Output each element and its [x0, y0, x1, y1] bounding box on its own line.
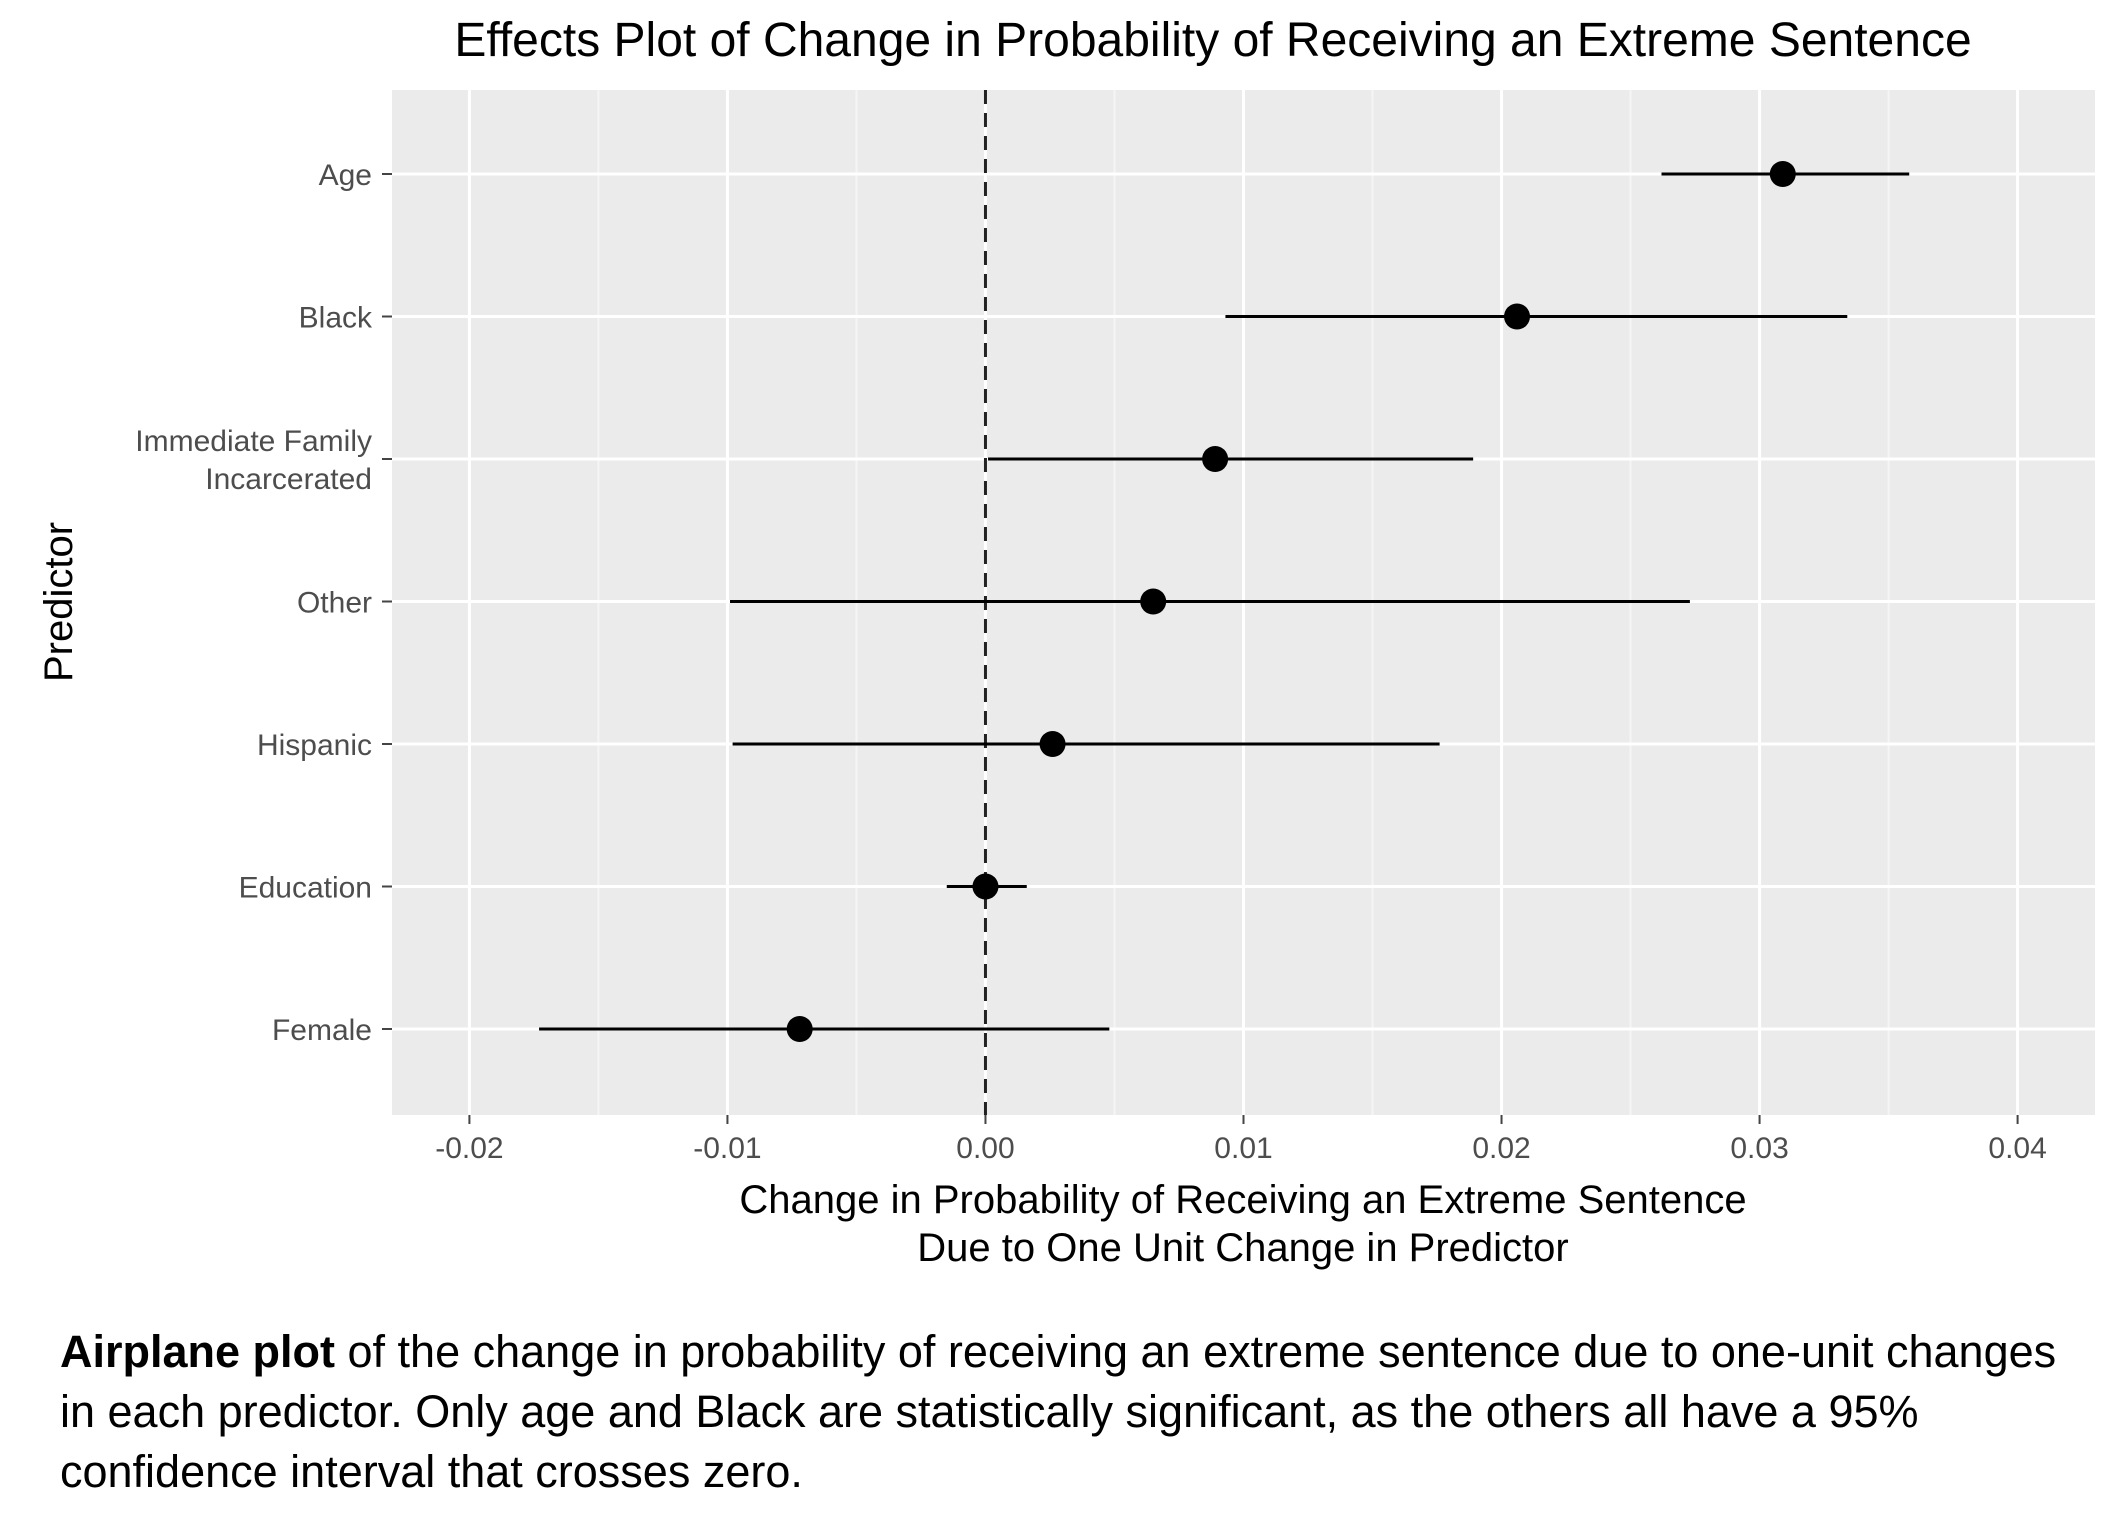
x-axis-title-line-1: Change in Probability of Receiving an Ex… [739, 1178, 1746, 1222]
y-tick-label: Incarcerated [205, 463, 372, 496]
y-tick-label: Female [272, 1014, 372, 1047]
caption-text: of the change in probability of receivin… [60, 1326, 2057, 1497]
y-tick-label: Black [299, 302, 373, 335]
x-tick-label: 0.02 [1472, 1132, 1530, 1165]
figure-caption: Airplane plot of the change in probabili… [60, 1322, 2090, 1502]
y-tick-label: Immediate Family [135, 425, 372, 458]
y-axis: Age Black Immediate Family Incarcerated Othe… [135, 159, 392, 1047]
point-estimate [1039, 731, 1066, 757]
x-tick-label: 0.04 [1988, 1132, 2046, 1165]
y-tick-label: Education [239, 872, 372, 905]
x-tick-label: 0.03 [1730, 1132, 1788, 1165]
point-estimate [1504, 303, 1531, 330]
effects-plot: Effects Plot of Change in Probability of… [37, 14, 2095, 1270]
y-axis-title: Predictor [37, 522, 81, 682]
x-tick-label: -0.01 [693, 1132, 761, 1165]
x-tick-label: 0.00 [956, 1132, 1014, 1165]
chart-title: Effects Plot of Change in Probability of… [454, 14, 1971, 67]
x-tick-label: -0.02 [435, 1132, 503, 1165]
point-estimate [972, 873, 999, 900]
x-axis-title-line-2: Due to One Unit Change in Predictor [917, 1226, 1568, 1270]
point-estimate [1140, 588, 1167, 615]
y-tick-label: Hispanic [257, 729, 372, 762]
x-tick-label: 0.01 [1214, 1132, 1272, 1165]
y-tick-label: Other [297, 587, 372, 620]
point-estimate [1769, 161, 1796, 187]
x-axis: -0.02 -0.01 0.00 0.01 0.02 0.03 0.04 [435, 1115, 2047, 1165]
point-estimate [1202, 446, 1229, 472]
y-tick-label: Age [319, 159, 372, 192]
point-estimate [786, 1016, 813, 1042]
caption-bold-lead: Airplane plot [60, 1326, 336, 1377]
data-marks [539, 161, 1910, 1042]
